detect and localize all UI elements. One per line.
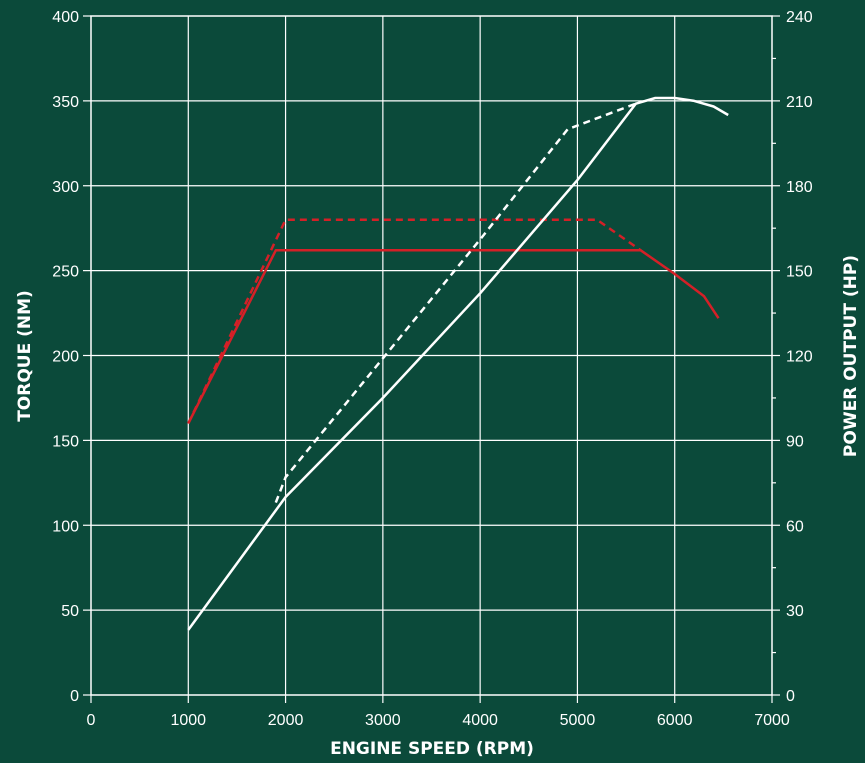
x-tick-label: 0 xyxy=(87,712,96,729)
y-tick-label: 400 xyxy=(52,9,79,26)
y2-tick-label: 90 xyxy=(786,433,804,450)
x-tick-label: 7000 xyxy=(754,712,790,729)
y2-axis-title: POWER OUTPUT (HP) xyxy=(841,255,861,457)
power-solid-line xyxy=(187,96,729,631)
y-tick-label: 200 xyxy=(52,349,79,366)
y-tick-label: 300 xyxy=(52,179,79,196)
x-tick-label: 2000 xyxy=(268,712,304,729)
series-lines xyxy=(187,96,729,631)
y-tick-label: 100 xyxy=(52,518,79,535)
y2-tick-label: 120 xyxy=(786,349,813,366)
x-axis-title: ENGINE SPEED (RPM) xyxy=(330,739,534,759)
power-dashed-line xyxy=(274,102,637,504)
x-tick-label: 1000 xyxy=(170,712,206,729)
y2-tick-label: 150 xyxy=(786,264,813,281)
y2-tick-label: 180 xyxy=(786,179,813,196)
y-tick-label: 350 xyxy=(52,94,79,111)
y-tick-label: 150 xyxy=(52,433,79,450)
y2-tick-label: 240 xyxy=(786,9,813,26)
y2-tick-label: 0 xyxy=(786,688,795,705)
grid-lines xyxy=(90,15,773,696)
x-tick-label: 4000 xyxy=(462,712,498,729)
x-tick-label: 5000 xyxy=(560,712,596,729)
x-tick-label: 6000 xyxy=(657,712,693,729)
y-tick-label: 0 xyxy=(70,688,79,705)
axis-ticks: 0 1000 2000 3000 4000 5000 6000 700005010015020… xyxy=(52,9,813,729)
torque-solid-line xyxy=(187,249,720,424)
y2-tick-label: 60 xyxy=(786,518,804,535)
y-tick-label: 50 xyxy=(61,603,79,620)
y2-tick-label: 30 xyxy=(786,603,804,620)
y-tick-label: 250 xyxy=(52,264,79,281)
y-axis-title: TORQUE (NM) xyxy=(15,290,35,422)
y2-tick-label: 210 xyxy=(786,94,813,111)
x-tick-label: 3000 xyxy=(365,712,401,729)
torque-dashed-line xyxy=(187,218,642,424)
